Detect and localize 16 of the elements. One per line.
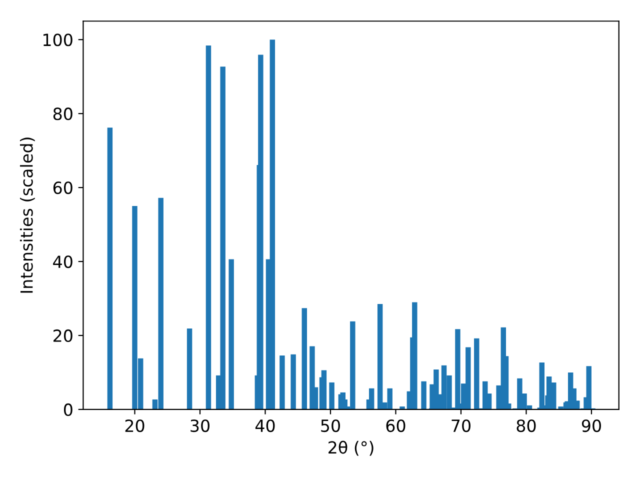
- x-tick-label: 90: [582, 419, 601, 432]
- y-tick-label: 100: [43, 34, 72, 46]
- x-tick-label: 30: [190, 419, 210, 432]
- y-tick-label: 0: [64, 403, 72, 416]
- x-tick-label: 20: [125, 419, 144, 432]
- y-axis-title: Intensities (scaled): [20, 138, 35, 293]
- x-axis-title: 2θ (°): [328, 440, 374, 456]
- y-tick-label: 80: [53, 108, 72, 120]
- y-tick-label: 40: [53, 255, 72, 268]
- x-tick-label: 40: [255, 419, 275, 432]
- x-tick-label: 70: [452, 419, 470, 432]
- y-tick-label: 60: [53, 182, 72, 194]
- y-tick-label: 20: [53, 329, 72, 342]
- x-tick-label: 50: [321, 419, 340, 432]
- x-tick-label: 60: [386, 419, 406, 432]
- x-tick-label: 80: [516, 419, 536, 432]
